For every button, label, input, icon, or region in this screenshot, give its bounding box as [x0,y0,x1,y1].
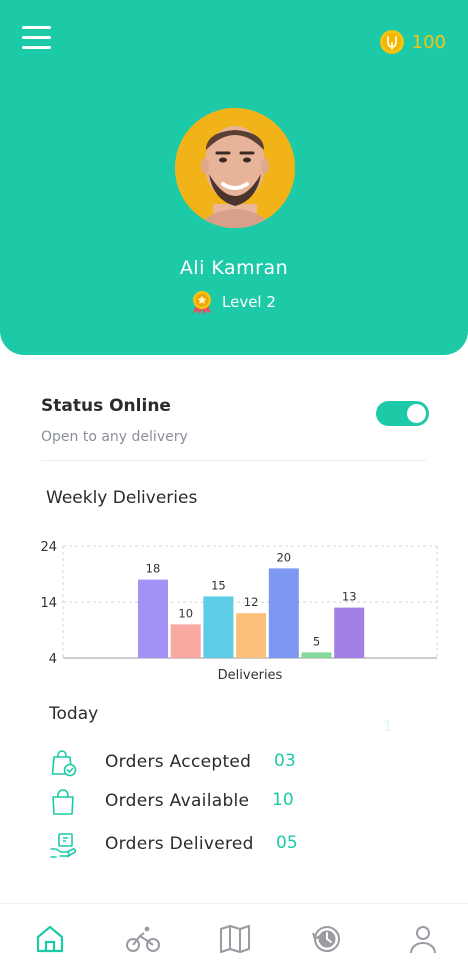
bar-2 [170,624,201,658]
home-icon [36,925,64,953]
profile-icon [410,926,436,954]
bar-7 [334,607,365,658]
medal-icon [193,291,211,315]
orders-available-label: Orders Available [105,791,250,811]
y-tick-label: 14 [40,596,57,611]
bar-value-label: 20 [276,550,291,564]
status-title: Status Online [41,396,171,416]
nav-profile[interactable] [405,921,441,957]
avatar-photo [175,108,295,228]
user-level: Level 2 [190,289,276,315]
history-icon [312,926,340,952]
bar-5 [268,568,299,658]
orders-delivered-count: 05 [276,833,298,853]
profile-header: 100 Ali Kamran Level 2 [0,0,468,355]
avatar[interactable] [175,108,295,228]
bar-value-label: 12 [244,595,259,609]
bar-value-label: 18 [146,562,161,576]
orders-accepted-label: Orders Accepted [105,752,252,772]
nav-map[interactable] [217,921,253,957]
faint-marker: 1 [383,717,393,735]
bar-value-label: 5 [313,634,320,648]
online-toggle[interactable] [376,401,429,426]
y-tick-label: 4 [49,652,57,667]
bar-value-label: 15 [211,578,226,592]
nav-home[interactable] [32,921,68,957]
bicycle-icon [126,926,160,952]
orders-available-count: 10 [272,790,294,810]
nav-history[interactable] [309,921,345,957]
y-tick-label: 24 [40,540,57,555]
menu-icon[interactable] [22,26,52,50]
orders-accepted-count: 03 [274,751,296,771]
shopping-bag-icon [52,789,74,815]
delivered-hand-icon [50,833,77,858]
orders-delivered-label: Orders Delivered [105,834,254,854]
bar-value-label: 13 [342,590,357,604]
orders-delivered-row[interactable]: Orders Delivered 05 [48,828,368,862]
bar-4 [236,613,267,658]
bag-check-icon [51,750,77,777]
bar-6 [301,652,332,658]
bar-1 [138,579,168,658]
user-name: Ali Kamran [179,257,289,279]
toggle-knob [407,404,426,423]
coin-count: 100 [411,31,446,53]
divider [41,460,426,461]
bar-3 [203,596,234,658]
level-label: Level 2 [222,293,276,311]
bottom-nav [0,903,468,969]
coin-icon [379,30,404,54]
today-title: Today [49,704,99,724]
weekly-deliveries-chart: 4 14 24 18 10 15 12 20 5 13 Deliveries [40,540,438,683]
bar-value-label: 10 [178,606,193,620]
nav-rides[interactable] [125,921,161,957]
coin-balance: 100 [379,29,446,55]
orders-accepted-row[interactable]: Orders Accepted 03 [48,746,368,780]
x-axis-label: Deliveries [218,668,283,683]
orders-available-row[interactable]: Orders Available 10 [48,785,368,819]
map-icon [220,925,250,953]
status-subtitle: Open to any delivery [41,429,188,445]
weekly-title: Weekly Deliveries [46,488,198,508]
